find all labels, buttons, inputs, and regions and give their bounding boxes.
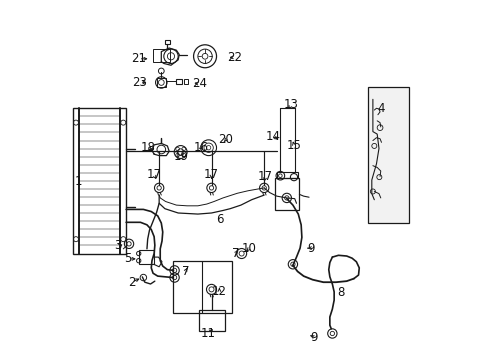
Text: 9: 9 (309, 330, 317, 343)
Text: 11: 11 (201, 327, 216, 340)
Text: 17: 17 (203, 168, 219, 181)
Text: 2: 2 (127, 276, 135, 289)
Bar (198, 310, 225, 331)
Text: 24: 24 (192, 77, 207, 90)
Text: 7: 7 (181, 265, 189, 278)
Bar (73, 108, 126, 253)
Text: 8: 8 (337, 287, 345, 300)
Text: 21: 21 (131, 52, 146, 65)
Text: 1: 1 (75, 175, 82, 188)
Text: 17: 17 (146, 168, 161, 181)
Text: 22: 22 (226, 51, 242, 64)
Bar (175, 79, 182, 84)
Text: 15: 15 (286, 139, 301, 152)
Text: 13: 13 (283, 98, 298, 111)
Bar (139, 250, 153, 264)
Bar (367, 87, 408, 223)
Text: 23: 23 (132, 76, 147, 89)
Text: 19: 19 (173, 150, 188, 163)
Text: 18: 18 (140, 141, 155, 154)
Bar (153, 49, 170, 62)
Bar (274, 178, 299, 211)
Text: 20: 20 (218, 133, 233, 146)
Text: 5: 5 (124, 252, 131, 265)
Bar (164, 40, 169, 44)
Text: 17: 17 (257, 170, 272, 183)
Text: 9: 9 (306, 242, 314, 255)
Bar (183, 79, 187, 84)
Text: 10: 10 (241, 242, 256, 255)
Text: 16: 16 (193, 141, 208, 154)
Text: 4: 4 (377, 102, 385, 115)
Bar (172, 261, 231, 313)
Text: 3: 3 (114, 239, 122, 252)
Text: 14: 14 (265, 130, 280, 143)
Text: 12: 12 (211, 285, 226, 298)
Bar (276, 172, 297, 178)
Text: 7: 7 (231, 247, 239, 260)
Bar (156, 78, 166, 87)
Text: 6: 6 (215, 213, 223, 226)
